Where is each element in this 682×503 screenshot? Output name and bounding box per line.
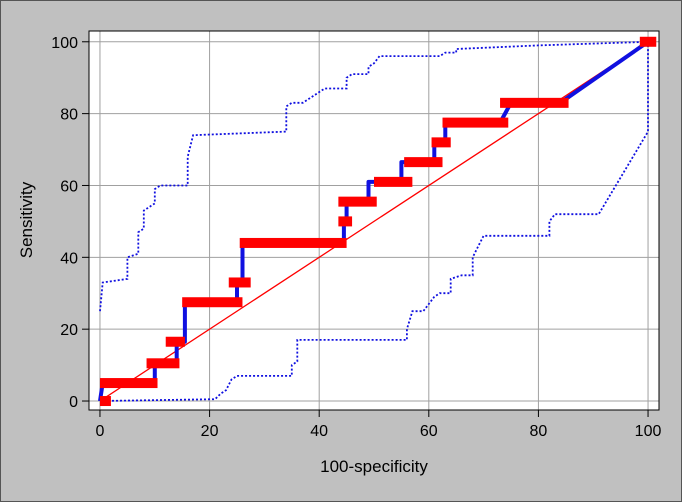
plot-area — [89, 31, 659, 410]
y-tick-label: 0 — [69, 394, 78, 411]
confidence-bands — [99, 40, 649, 402]
roc-marker — [182, 297, 243, 308]
roc-marker — [374, 176, 413, 187]
roc-marker — [146, 358, 180, 369]
roc-marker — [338, 216, 353, 227]
x-tick-label: 20 — [201, 423, 219, 440]
roc-marker — [239, 237, 347, 248]
roc-marker — [500, 97, 569, 108]
marker-layer — [99, 36, 657, 407]
x-axis-title: 100-specificity — [320, 457, 428, 476]
roc-marker — [99, 396, 111, 407]
x-tick-label: 60 — [420, 423, 438, 440]
x-tick-label: 80 — [530, 423, 548, 440]
roc-marker — [338, 196, 377, 207]
y-tick-label: 60 — [60, 178, 78, 195]
ci-lower-band — [99, 41, 649, 402]
roc-marker — [431, 137, 451, 148]
ticks: 0 20 40 60 80 100 0 20 40 60 80 100 — [51, 35, 661, 440]
x-tick-label: 0 — [96, 423, 105, 440]
y-tick-label: 20 — [60, 322, 78, 339]
y-axis-title: Sensitivity — [17, 181, 36, 258]
x-tick-label: 40 — [310, 423, 328, 440]
y-tick-label: 40 — [60, 250, 78, 267]
roc-marker — [99, 378, 158, 389]
roc-marker — [228, 277, 251, 288]
roc-marker — [442, 117, 509, 128]
x-tick-label: 100 — [635, 423, 662, 440]
plot-border — [88, 30, 660, 411]
roc-marker — [165, 336, 185, 347]
roc-marker — [639, 36, 657, 47]
roc-marker — [404, 157, 443, 168]
y-tick-label: 80 — [60, 107, 78, 124]
y-tick-label: 100 — [51, 35, 78, 52]
